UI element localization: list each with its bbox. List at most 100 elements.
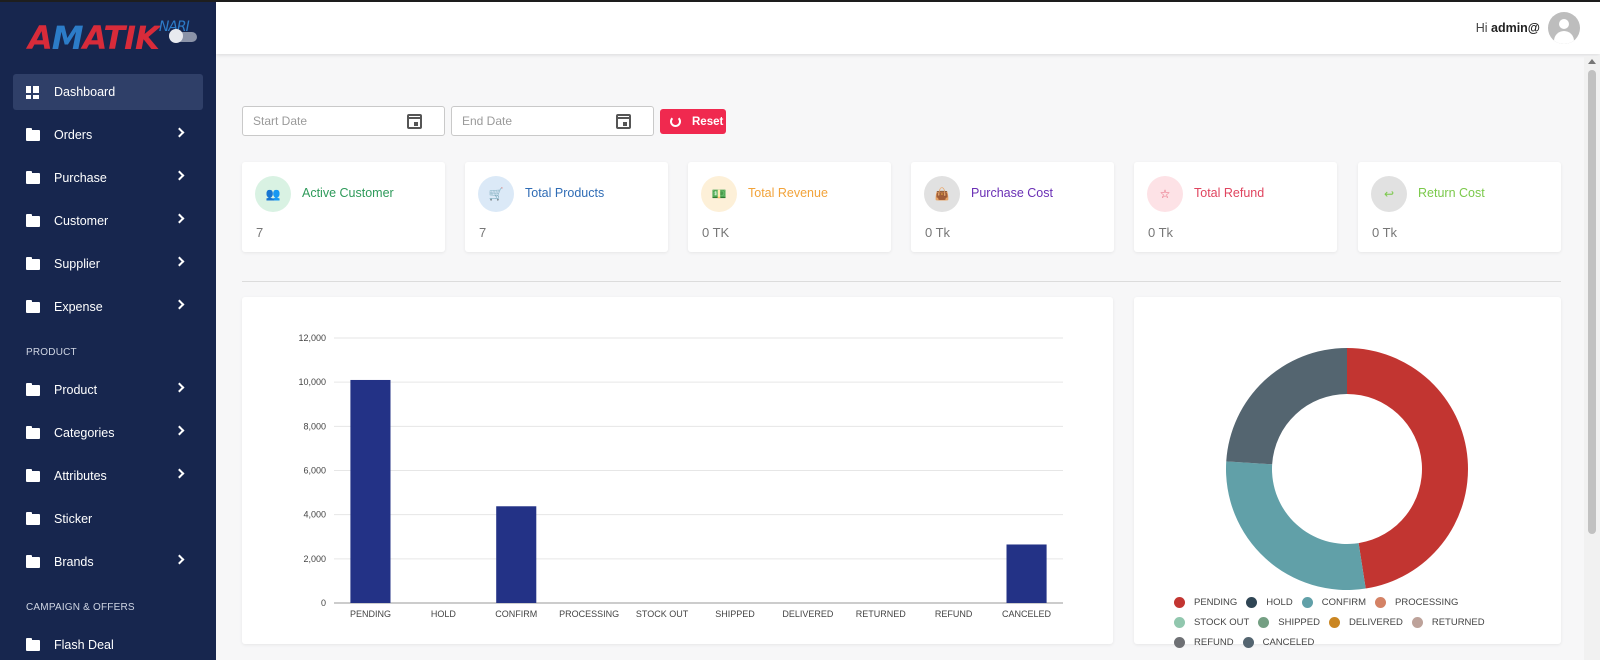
folder-icon: [26, 256, 40, 270]
username[interactable]: admin@: [1491, 21, 1540, 35]
stat-card-total-products: 🛒 Total Products 7: [465, 162, 668, 252]
sidebar-item-purchase[interactable]: Purchase: [13, 160, 203, 196]
stat-card-total-refund: ☆ Total Refund 0 Tk: [1134, 162, 1337, 252]
sidebar-item-label: Brands: [54, 555, 94, 569]
legend-label: STOCK OUT: [1194, 617, 1250, 628]
section-product-heading: PRODUCT: [26, 347, 77, 358]
legend-item-delivered[interactable]: DELIVERED: [1328, 617, 1403, 628]
sidebar-item-orders[interactable]: Orders: [13, 117, 203, 153]
sidebar-item-expense[interactable]: Expense: [13, 289, 203, 325]
x-tick-label: DELIVERED: [782, 609, 834, 619]
x-tick-label: REFUND: [935, 609, 973, 619]
chevron-right-icon: [174, 299, 185, 310]
legend-swatch: [1242, 637, 1254, 648]
sidebar-item-supplier[interactable]: Supplier: [13, 246, 203, 282]
legend-swatch: [1375, 597, 1387, 608]
avatar[interactable]: [1548, 12, 1580, 44]
folder-icon: [26, 637, 40, 651]
legend-item-stock-out[interactable]: STOCK OUT: [1174, 617, 1249, 628]
sidebar-item-customer[interactable]: Customer: [13, 203, 203, 239]
stat-value: 0 Tk: [1148, 225, 1174, 240]
legend-item-refund[interactable]: REFUND: [1174, 637, 1234, 648]
legend-item-hold[interactable]: HOLD: [1246, 597, 1293, 608]
sidebar-item-product[interactable]: Product: [13, 372, 203, 408]
chevron-right-icon: [174, 256, 185, 267]
folder-icon: [26, 127, 40, 141]
dashboard-icon: [26, 85, 39, 99]
x-tick-label: CONFIRM: [495, 609, 537, 619]
cart-icon: 🛒: [478, 176, 514, 212]
legend-item-confirm[interactable]: CONFIRM: [1301, 597, 1366, 608]
folder-icon: [26, 511, 40, 525]
legend-item-shipped[interactable]: SHIPPED: [1258, 617, 1320, 628]
legend-label: REFUND: [1194, 637, 1234, 648]
stat-value: 7: [479, 225, 487, 240]
end-date-field[interactable]: [451, 106, 654, 136]
sidebar-item-attributes[interactable]: Attributes: [13, 458, 203, 494]
slice-canceled[interactable]: [1226, 348, 1347, 465]
sidebar-item-sticker[interactable]: Sticker: [13, 501, 203, 537]
greeting-text: Hi: [1475, 21, 1491, 35]
chevron-right-icon: [174, 425, 185, 436]
stat-value: 0 Tk: [925, 225, 951, 240]
legend-item-returned[interactable]: RETURNED: [1411, 617, 1485, 628]
reset-label: Reset: [692, 115, 724, 128]
y-tick-label: 0: [321, 598, 326, 608]
legend-label: HOLD: [1266, 597, 1293, 608]
legend-swatch: [1258, 617, 1270, 628]
bar-pending[interactable]: [350, 379, 391, 603]
slice-pending[interactable]: [1347, 348, 1468, 589]
section-campaign-heading: CAMPAIGN & OFFERS: [26, 602, 135, 613]
sidebar-item-categories[interactable]: Categories: [13, 415, 203, 451]
theme-toggle[interactable]: [169, 29, 197, 43]
x-tick-label: PENDING: [350, 609, 391, 619]
sidebar-item-label: Sticker: [54, 512, 93, 526]
x-tick-label: CANCELED: [1002, 609, 1052, 619]
chevron-right-icon: [174, 127, 185, 138]
sidebar-item-brands[interactable]: Brands: [13, 544, 203, 580]
money-icon: 💵: [701, 176, 737, 212]
folder-icon: [26, 299, 40, 313]
legend-label: RETURNED: [1431, 617, 1485, 628]
scrollbar-thumb[interactable]: [1588, 70, 1596, 534]
end-date-input[interactable]: [462, 114, 612, 128]
legend-item-canceled[interactable]: CANCELED: [1242, 637, 1314, 648]
reset-button[interactable]: Reset: [660, 109, 726, 134]
refresh-icon: [670, 116, 681, 127]
legend-swatch: [1174, 637, 1185, 648]
return-icon: ↩: [1371, 176, 1407, 212]
bag-icon: 👜: [924, 176, 960, 212]
legend-item-processing[interactable]: PROCESSING: [1375, 597, 1458, 608]
legend-label: DELIVERED: [1348, 617, 1403, 628]
stat-value: 0 TK: [702, 225, 730, 240]
legend-label: PROCESSING: [1395, 597, 1459, 608]
stat-label: Total Products: [525, 186, 605, 200]
legend-swatch: [1174, 617, 1185, 628]
logo-row: AMATIKNARI: [0, 2, 216, 74]
x-tick-label: PROCESSING: [559, 609, 619, 619]
order-status-donut-chart: [1226, 348, 1468, 590]
bar-canceled[interactable]: [1006, 544, 1047, 603]
legend-item-pending[interactable]: PENDING: [1174, 597, 1237, 608]
start-date-field[interactable]: [242, 106, 445, 136]
stat-card-total-revenue: 💵 Total Revenue 0 TK: [688, 162, 891, 252]
stat-label: Purchase Cost: [971, 186, 1053, 200]
stat-label: Active Customer: [302, 186, 394, 200]
sidebar-item-label: Customer: [54, 214, 109, 228]
x-tick-label: STOCK OUT: [636, 609, 689, 619]
slice-confirm[interactable]: [1226, 461, 1366, 590]
x-tick-label: SHIPPED: [715, 609, 755, 619]
sidebar-item-flash-deal[interactable]: Flash Deal: [13, 627, 203, 660]
sidebar-item-label: Expense: [54, 300, 103, 314]
y-tick-label: 8,000: [303, 421, 326, 431]
start-date-input[interactable]: [253, 114, 403, 128]
calendar-icon[interactable]: [616, 114, 631, 129]
brand-logo[interactable]: AMATIKNARI: [28, 19, 190, 57]
chevron-right-icon: [174, 468, 185, 479]
page-scrollbar[interactable]: [1584, 56, 1600, 660]
scroll-up-arrow[interactable]: [1588, 59, 1596, 64]
sidebar-item-dashboard[interactable]: Dashboard: [13, 74, 203, 110]
bar-confirm[interactable]: [496, 506, 537, 603]
legend-label: SHIPPED: [1278, 617, 1320, 628]
calendar-icon[interactable]: [407, 114, 422, 129]
